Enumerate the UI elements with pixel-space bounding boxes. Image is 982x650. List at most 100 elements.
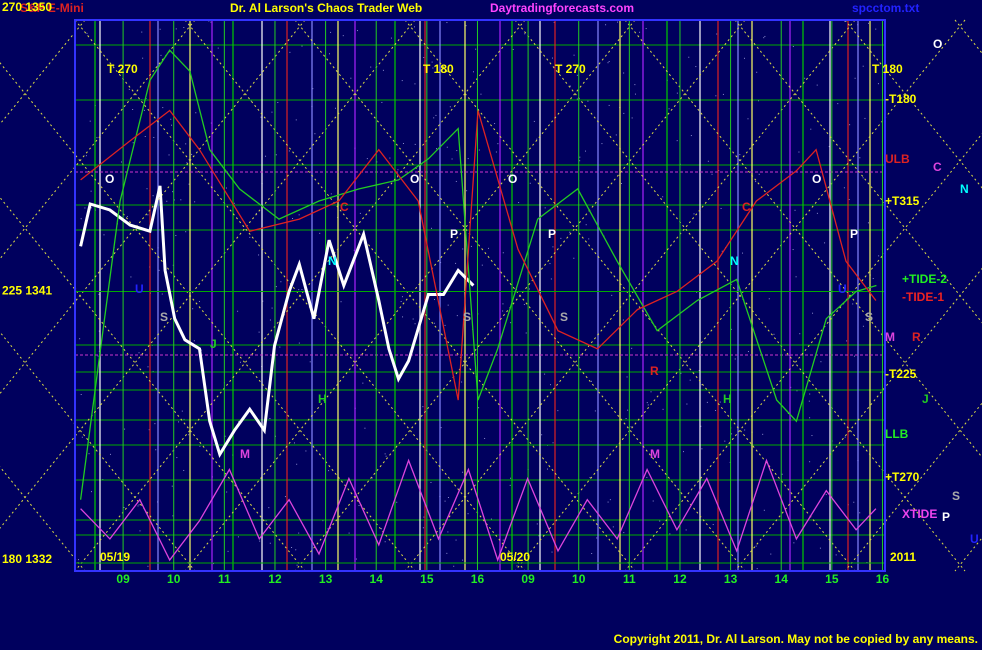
star [724,440,726,442]
star [467,158,469,160]
star [623,72,625,74]
right-label: -TIDE-1 [902,290,944,304]
star [356,30,358,32]
star [84,207,86,209]
star [358,505,360,507]
star [275,435,276,437]
star [659,520,661,522]
star [495,151,497,153]
star [576,98,578,100]
star [462,471,464,473]
star [144,135,146,137]
star [340,301,342,303]
star [210,21,212,23]
star [853,355,855,357]
star [634,93,636,95]
right-label: +TIDE-2 [902,272,947,286]
star [529,182,531,184]
series-line [79,185,475,459]
star [825,494,827,496]
series-line [80,458,877,562]
star [875,28,877,30]
star [431,61,433,63]
star [350,77,352,79]
star [781,473,783,475]
star [569,231,571,233]
x-tick-label: 15 [420,572,434,586]
star [401,296,403,298]
star [685,529,687,531]
right-label: LLB [885,427,909,441]
star [589,477,591,479]
star [478,407,480,409]
star [502,303,504,305]
right-label: P [942,510,950,524]
star [502,310,504,312]
star [185,231,187,233]
star [171,124,173,126]
star [645,28,647,30]
star [444,500,446,502]
star [422,406,424,408]
star [233,202,235,204]
star [773,333,775,335]
star [385,455,387,457]
star [423,516,425,518]
star [309,361,311,363]
star [502,539,504,541]
chart-title: Dr. Al Larson's Chaos Trader Web [230,1,422,15]
star [298,214,300,216]
star [154,423,156,425]
star [172,515,174,517]
star [90,491,92,493]
star [181,410,183,412]
star [265,520,267,522]
star [605,24,607,26]
star [758,173,760,175]
star [764,35,766,37]
star [788,354,790,356]
star [446,552,448,554]
annotation: T 180 [872,62,903,76]
star [86,32,88,34]
star [720,207,722,209]
star [852,303,854,305]
star [824,242,826,244]
star [109,453,111,455]
star [623,532,625,534]
star [792,45,794,47]
x-tick-label: 11 [218,572,231,586]
star [878,255,880,257]
star [225,187,227,189]
star [147,214,149,216]
star [178,421,180,423]
star [626,376,628,378]
star [330,193,332,195]
right-label: C [933,160,942,174]
star [631,117,633,119]
star [617,21,619,23]
star [192,308,194,310]
star [180,199,182,201]
star [389,157,391,159]
star [462,559,464,561]
star [362,382,364,384]
star [859,157,861,159]
star [195,112,197,114]
star [481,264,483,266]
star [808,400,810,402]
star [560,237,562,239]
star [213,563,215,565]
star [412,318,414,320]
star [148,429,150,431]
annotation: R [650,364,659,378]
star [271,307,273,309]
diagonal [514,19,966,572]
annotation: H [723,392,732,406]
annotation: T 270 [555,62,586,76]
star [523,304,525,306]
star [183,418,185,420]
star [446,146,448,148]
star [250,100,252,102]
